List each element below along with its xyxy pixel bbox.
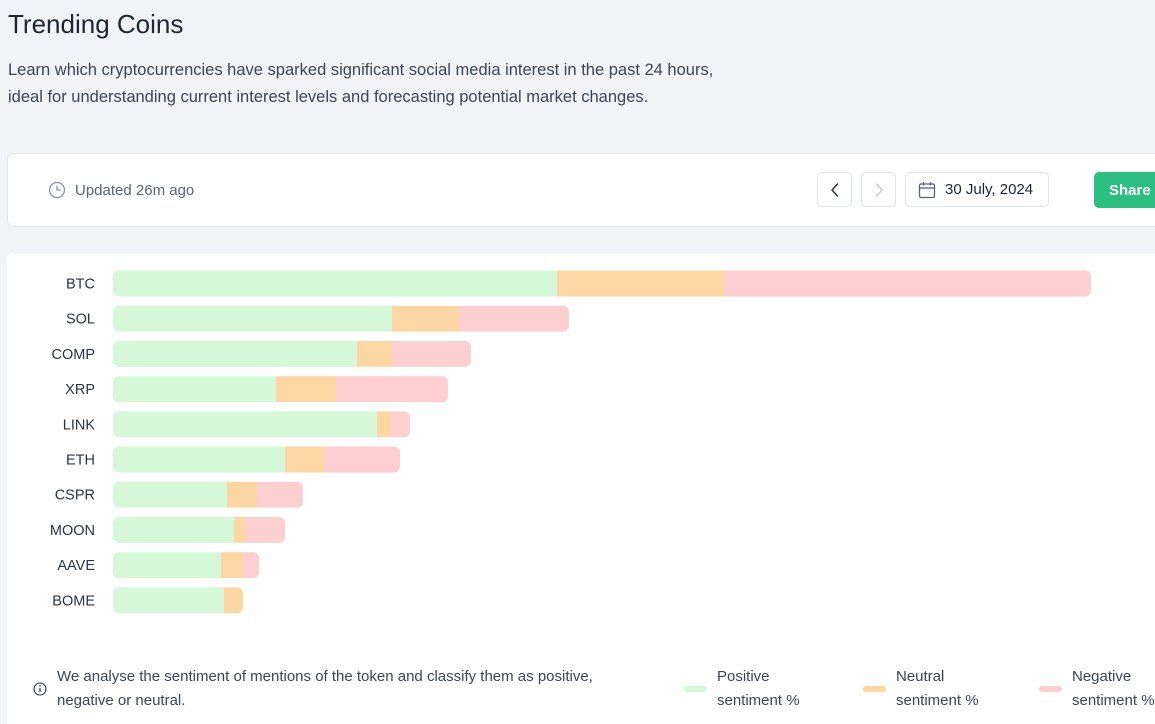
calendar-icon xyxy=(918,181,936,198)
bar-segment-neutral-moon[interactable] xyxy=(234,516,245,543)
legend-neutral-line-1: Neutral xyxy=(896,668,945,685)
share-label: Share xyxy=(1109,181,1151,199)
page-description: Learn which cryptocurrencies have sparke… xyxy=(8,57,808,111)
sentiment-note: We analyse the sentiment of mentions of … xyxy=(33,665,623,713)
chevron-left-icon xyxy=(830,182,838,197)
legend-positive-line-2: sentiment % xyxy=(717,692,800,709)
note-line-1: We analyse the sentiment of mentions of … xyxy=(57,668,593,685)
bar-segment-negative-xrp[interactable] xyxy=(336,376,448,403)
category-label-eth: ETH xyxy=(66,453,95,469)
bar-segment-neutral-eth[interactable] xyxy=(285,446,324,473)
legend-neutral: Neutral sentiment % xyxy=(863,665,986,713)
previous-date-button[interactable] xyxy=(817,172,852,207)
category-label-btc: BTC xyxy=(66,277,95,293)
next-date-button[interactable] xyxy=(861,172,896,207)
description-line-1: Learn which cryptocurrencies have sparke… xyxy=(8,61,714,79)
date-picker-button[interactable]: 30 July, 2024 xyxy=(905,172,1049,207)
bar-segment-negative-cspr[interactable] xyxy=(257,481,303,508)
bar-segment-neutral-xrp[interactable] xyxy=(276,376,336,403)
bar-segment-neutral-btc[interactable] xyxy=(557,270,724,297)
clock-icon xyxy=(48,181,66,199)
bar-row-sol: SOL xyxy=(66,305,569,332)
bar-segment-positive-btc[interactable] xyxy=(113,270,557,297)
category-label-link: LINK xyxy=(63,417,96,433)
legend-positive-line-1: Positive xyxy=(717,668,770,685)
category-label-aave: AAVE xyxy=(57,558,95,574)
bar-segment-neutral-link[interactable] xyxy=(377,411,391,438)
updated-text: Updated 26m ago xyxy=(75,181,195,199)
bar-row-cspr: CSPR xyxy=(55,481,303,508)
bar-segment-positive-eth[interactable] xyxy=(113,446,285,473)
toolbar: Updated 26m ago 30 July, 2024 Share xyxy=(7,153,1155,227)
bar-segment-positive-bome[interactable] xyxy=(113,587,224,614)
bar-segment-positive-sol[interactable] xyxy=(113,305,392,332)
chevron-right-icon xyxy=(875,182,883,197)
bar-segment-negative-link[interactable] xyxy=(391,411,410,438)
legend-swatch-neutral xyxy=(863,686,886,692)
bar-row-bome: BOME xyxy=(52,587,243,614)
legend-positive: Positive sentiment % xyxy=(684,665,807,713)
bar-row-eth: ETH xyxy=(66,446,400,473)
bar-segment-neutral-aave[interactable] xyxy=(221,552,243,579)
bar-segment-negative-sol[interactable] xyxy=(459,305,569,332)
bar-segment-positive-moon[interactable] xyxy=(113,516,234,543)
note-line-2: negative or neutral. xyxy=(57,692,186,709)
bar-row-link: LINK xyxy=(63,411,410,438)
page-title: Trending Coins xyxy=(8,9,184,39)
category-label-bome: BOME xyxy=(52,593,95,609)
legend-negative-line-1: Negative xyxy=(1072,668,1132,685)
info-icon xyxy=(33,682,47,696)
sentiment-chart-card: BTC SOL COMP XRP LINK ETH CSPR MOON AAVE BOME We … xyxy=(7,253,1155,724)
description-line-2: ideal for understanding current interest… xyxy=(8,88,649,106)
legend-neutral-line-2: sentiment % xyxy=(896,692,979,709)
legend-swatch-negative xyxy=(1039,686,1062,692)
category-label-moon: MOON xyxy=(50,523,95,539)
bar-segment-neutral-cspr[interactable] xyxy=(227,481,257,508)
category-label-cspr: CSPR xyxy=(55,488,95,504)
bar-segment-positive-xrp[interactable] xyxy=(113,376,276,403)
bar-segment-positive-cspr[interactable] xyxy=(113,481,227,508)
bar-segment-neutral-bome[interactable] xyxy=(224,587,243,614)
updated-status: Updated 26m ago xyxy=(48,181,194,199)
bar-segment-negative-moon[interactable] xyxy=(245,516,285,543)
legend-swatch-positive xyxy=(684,686,707,692)
category-label-xrp: XRP xyxy=(65,382,95,398)
bar-row-btc: BTC xyxy=(66,270,1091,297)
share-button[interactable]: Share xyxy=(1094,172,1155,208)
bar-row-moon: MOON xyxy=(50,516,285,543)
legend-negative-line-2: sentiment % xyxy=(1072,692,1155,709)
category-label-sol: SOL xyxy=(66,312,95,328)
bar-segment-neutral-comp[interactable] xyxy=(357,340,392,367)
bar-segment-negative-comp[interactable] xyxy=(392,340,471,367)
legend-negative: Negative sentiment % xyxy=(1039,665,1155,713)
bar-segment-positive-comp[interactable] xyxy=(113,340,357,367)
bar-segment-neutral-sol[interactable] xyxy=(392,305,459,332)
bar-segment-negative-aave[interactable] xyxy=(243,552,259,579)
date-label: 30 July, 2024 xyxy=(945,181,1034,198)
bar-row-comp: COMP xyxy=(52,340,471,367)
bar-segment-positive-aave[interactable] xyxy=(113,552,221,579)
sentiment-bar-chart: BTC SOL COMP XRP LINK ETH CSPR MOON AAVE BOME xyxy=(50,270,1091,614)
bar-segment-negative-eth[interactable] xyxy=(324,446,400,473)
bar-row-aave: AAVE xyxy=(57,552,259,579)
category-label-comp: COMP xyxy=(52,347,96,363)
bar-row-xrp: XRP xyxy=(65,376,448,403)
bar-segment-positive-link[interactable] xyxy=(113,411,377,438)
bar-segment-negative-btc[interactable] xyxy=(724,270,1091,297)
